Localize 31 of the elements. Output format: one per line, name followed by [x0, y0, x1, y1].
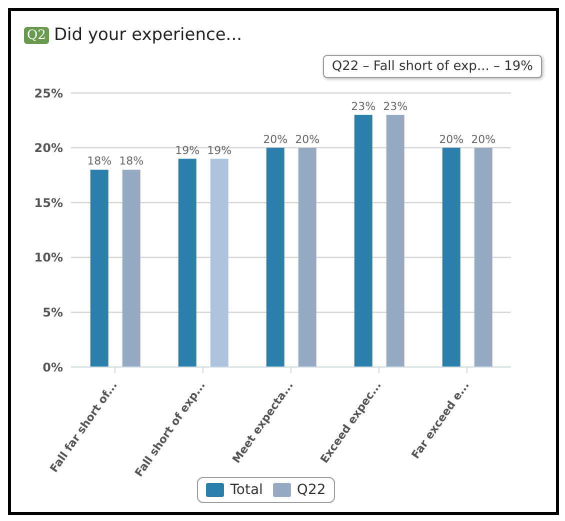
y-tick-label: 0% [42, 360, 63, 374]
data-label: 23% [383, 100, 408, 113]
tooltip-box: Q22 – Fall short of exp... – 19% [322, 55, 542, 78]
legend-label: Total [229, 482, 263, 498]
bar [386, 114, 404, 367]
chart-title: Did your experience... [54, 25, 242, 45]
legend-label: Q22 [296, 482, 326, 498]
y-tick-label: 15% [34, 196, 63, 210]
bar [266, 148, 284, 367]
data-label: 18% [119, 154, 144, 168]
y-tick-label: 20% [34, 141, 63, 156]
data-label: 20% [263, 132, 288, 146]
data-label: 20% [471, 132, 496, 146]
bar [122, 170, 140, 367]
y-tick-label: 5% [42, 305, 63, 320]
bar [442, 148, 460, 367]
data-label: 19% [175, 144, 200, 157]
y-tick-label: 10% [34, 250, 63, 265]
bar [354, 114, 372, 367]
data-label: 19% [207, 144, 232, 157]
data-label: 20% [439, 132, 464, 146]
y-tick-label: 25% [34, 86, 63, 100]
data-label: 18% [87, 154, 112, 168]
data-label: 20% [295, 132, 320, 146]
question-badge: Q2 [24, 26, 49, 44]
bar [90, 170, 108, 367]
bar [178, 158, 196, 367]
bar [298, 148, 316, 367]
bar [474, 148, 492, 367]
bar [210, 158, 228, 367]
data-label: 23% [351, 100, 376, 113]
